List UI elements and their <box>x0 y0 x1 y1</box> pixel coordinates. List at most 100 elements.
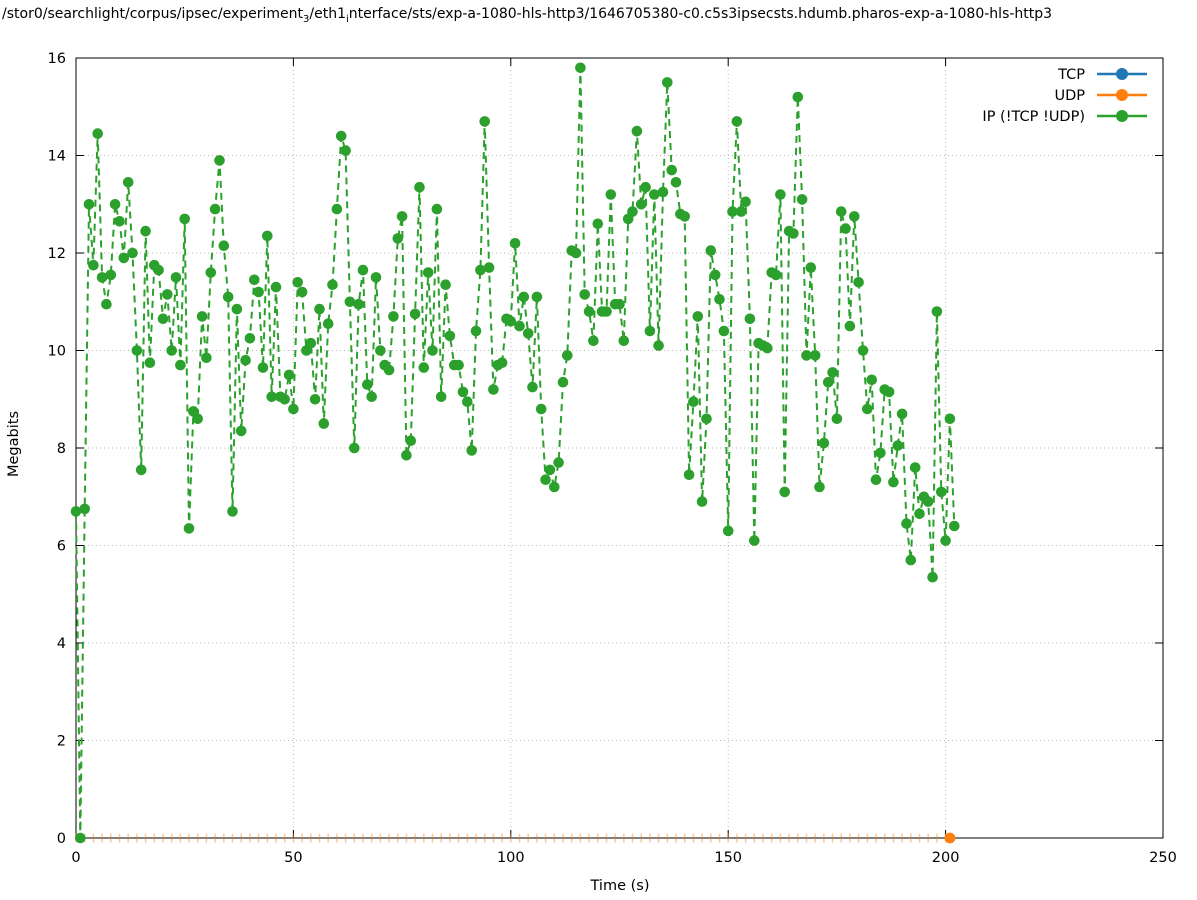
ip-series-point <box>679 211 690 222</box>
chart-title-part2: /eth1 <box>309 6 346 22</box>
ip-series-point <box>127 247 138 259</box>
ip-series-point <box>614 298 625 310</box>
ip-series-point <box>827 367 838 378</box>
ip-series-point <box>705 245 717 256</box>
ip-series-point <box>401 450 412 461</box>
y-tick-label: 12 <box>48 246 66 262</box>
ip-series-point <box>244 333 256 344</box>
ip-series-point <box>518 291 530 303</box>
ip-series-point <box>314 303 325 315</box>
ip-series-point <box>583 306 595 317</box>
ip-series-point <box>288 403 299 415</box>
ip-series-point <box>831 413 843 425</box>
legend-label-udp: UDP <box>1054 88 1085 104</box>
ip-series-point <box>427 345 438 356</box>
ip-series-point <box>175 359 186 371</box>
ip-series-point <box>440 279 451 291</box>
ip-series-point <box>805 262 817 273</box>
ip-series-point <box>396 211 408 222</box>
ip-series-point <box>605 189 617 200</box>
ip-series-point <box>922 496 934 507</box>
y-tick-label: 2 <box>57 734 66 750</box>
ip-series-point <box>844 320 856 332</box>
ip-series-point <box>340 145 351 156</box>
ip-series-point <box>575 62 586 74</box>
ip-series-point <box>840 223 851 234</box>
x-tick-label: 50 <box>284 850 302 866</box>
y-tick-label: 4 <box>57 636 66 652</box>
ip-series-point <box>266 391 278 403</box>
ip-series-point <box>722 525 734 537</box>
ip-series-point <box>544 464 556 476</box>
plot-border <box>75 57 1164 839</box>
ip-series-point <box>892 440 904 451</box>
y-tick-label: 8 <box>57 441 66 457</box>
ip-series-point <box>862 403 873 415</box>
ip-series-point <box>435 391 447 403</box>
ip-series-point <box>909 462 921 473</box>
ip-series-point <box>644 325 656 337</box>
ip-series-point <box>431 203 443 215</box>
ip-series-point <box>762 342 773 354</box>
ip-series-point <box>744 313 756 325</box>
ip-series-point <box>857 345 869 356</box>
ip-series-point <box>405 435 417 447</box>
chart-title-sub2: i <box>345 13 349 25</box>
ip-series-point <box>292 277 304 288</box>
ip-series-point <box>905 554 917 566</box>
ip-series-point <box>479 116 491 127</box>
ip-series-point <box>444 330 456 342</box>
ip-series-point <box>388 311 399 322</box>
ip-series-point <box>649 189 660 200</box>
ip-series-point <box>670 177 682 188</box>
ip-series-point <box>588 335 599 347</box>
ip-series-line <box>75 66 956 839</box>
ip-series-point <box>118 252 130 264</box>
ip-series-point <box>514 320 525 332</box>
ip-series-point <box>944 413 956 425</box>
ip-series-point <box>553 457 564 468</box>
ip-series-point <box>927 571 938 583</box>
ip-series-point <box>883 386 895 398</box>
ip-series-point <box>635 199 647 210</box>
ip-series-point <box>83 199 95 210</box>
ip-series-point <box>344 296 356 308</box>
ip-series-point <box>470 325 482 337</box>
ip-series-point <box>357 264 369 276</box>
ip-series-point <box>353 298 364 310</box>
ip-series-point <box>509 238 521 249</box>
ip-series-point <box>657 186 669 198</box>
ip-series-point <box>209 203 221 215</box>
ip-series-point <box>931 306 943 317</box>
ip-series-point <box>601 306 612 317</box>
ip-series-point <box>731 116 743 127</box>
ip-series-point <box>475 264 486 276</box>
ip-series-point <box>505 316 517 327</box>
ip-series-point <box>262 230 273 242</box>
ip-series-point <box>240 354 251 366</box>
ip-series-point <box>205 267 217 278</box>
x-tick-label: 0 <box>71 850 80 866</box>
legend-label-tcp: TCP <box>1057 67 1085 83</box>
ip-series-point <box>370 272 382 283</box>
ip-series-point <box>570 247 582 259</box>
ip-series-point <box>562 350 573 361</box>
y-tick-label: 16 <box>48 51 66 67</box>
ip-series-point <box>818 437 830 449</box>
chart-title-part3: nterface/sts/exp-a-1080-hls-http3/164670… <box>348 6 1053 22</box>
ip-series-point <box>383 364 395 376</box>
ip-series-point <box>483 262 495 273</box>
ip-series-point <box>296 286 308 298</box>
ip-series-point <box>179 213 190 225</box>
ip-series-point <box>362 379 373 390</box>
ip-series-point <box>522 328 534 339</box>
ip-series-point <box>875 447 886 459</box>
ip-series-point <box>114 216 125 227</box>
ip-series-point <box>618 335 630 347</box>
ip-series-point <box>392 233 404 244</box>
ip-series-point <box>549 481 560 493</box>
ip-series-point <box>692 311 704 322</box>
ip-series-point <box>779 486 790 498</box>
ip-series-point <box>92 128 103 139</box>
